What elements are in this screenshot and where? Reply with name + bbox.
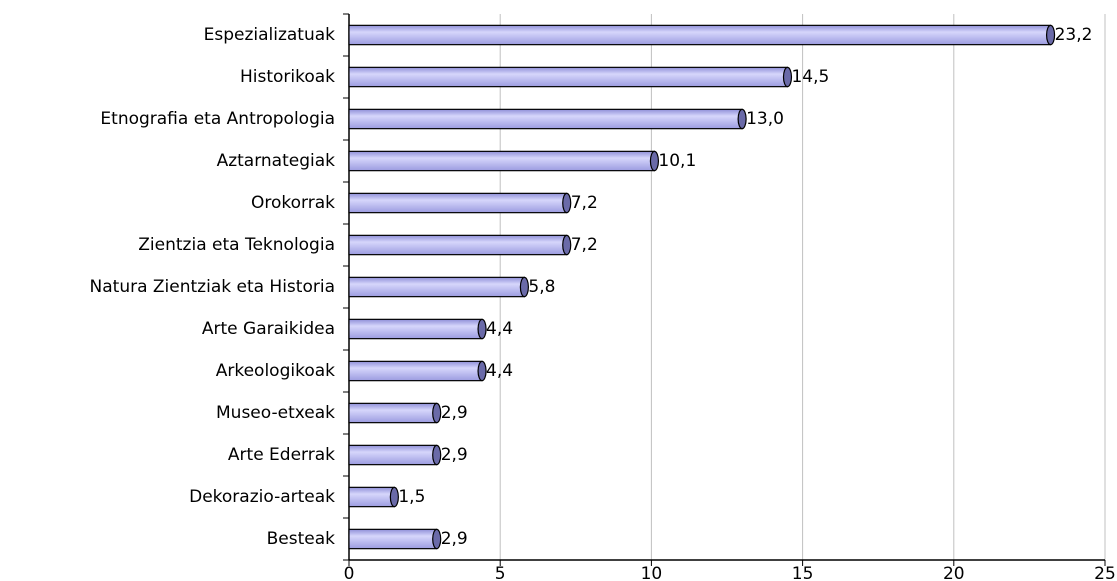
bar — [348, 360, 483, 382]
y-tick-label: Historikoak — [240, 67, 335, 87]
bar — [348, 528, 438, 550]
value-label: 1,5 — [398, 487, 425, 507]
value-label: 14,5 — [791, 67, 829, 87]
y-tick-label: Arte Garaikidea — [202, 319, 335, 339]
bar — [348, 402, 438, 424]
value-label: 13,0 — [746, 109, 784, 129]
bar-cap — [737, 108, 747, 130]
bar-cap — [432, 444, 442, 466]
bar — [348, 192, 568, 214]
value-label: 7,2 — [571, 193, 598, 213]
bar-cap — [782, 66, 793, 88]
value-label: 2,9 — [441, 529, 468, 549]
bar-cap — [1045, 24, 1056, 46]
value-label: 10,1 — [658, 151, 696, 171]
x-tick-label: 0 — [344, 564, 355, 581]
bar-cap — [649, 150, 660, 172]
y-tick-label: Orokorrak — [251, 193, 335, 213]
bar — [348, 276, 525, 298]
y-tick-label: Dekorazio-arteak — [189, 487, 335, 507]
bar-cap — [477, 318, 487, 340]
bar-cap — [562, 192, 572, 214]
value-label: 4,4 — [486, 319, 513, 339]
x-tick-label: 25 — [1094, 564, 1116, 581]
value-label: 7,2 — [571, 235, 598, 255]
bar — [348, 150, 656, 172]
bar-cap — [477, 360, 487, 382]
bar-cap — [562, 234, 572, 256]
x-tick-label: 15 — [792, 564, 814, 581]
bar — [348, 66, 789, 88]
y-tick-label: Besteak — [267, 529, 336, 549]
value-label: 2,9 — [441, 445, 468, 465]
bar — [348, 234, 568, 256]
y-tick-label: Arkeologikoak — [216, 361, 335, 381]
y-tick-label: Museo-etxeak — [216, 403, 335, 423]
value-label: 23,2 — [1055, 25, 1093, 45]
y-tick-label: Natura Zientziak eta Historia — [90, 277, 335, 297]
bar-cap — [389, 486, 399, 508]
y-tick-label: Aztarnategiak — [217, 151, 336, 171]
bar-cap — [432, 528, 442, 550]
bar-cap — [519, 276, 529, 298]
y-tick-label: Espezializatuak — [204, 25, 336, 45]
bar — [348, 444, 438, 466]
value-label: 5,8 — [528, 277, 555, 297]
y-tick-label: Arte Ederrak — [228, 445, 335, 465]
x-tick-label: 5 — [495, 564, 506, 581]
x-tick-label: 20 — [943, 564, 965, 581]
bar — [348, 108, 743, 130]
x-tick-label: 10 — [641, 564, 663, 581]
y-tick-label: Etnografia eta Antropologia — [100, 109, 335, 129]
y-tick-label: Zientzia eta Teknologia — [138, 235, 335, 255]
bar — [348, 486, 395, 508]
value-label: 2,9 — [441, 403, 468, 423]
bar — [348, 318, 483, 340]
bar — [348, 24, 1052, 46]
bar-cap — [432, 402, 442, 424]
value-label: 4,4 — [486, 361, 513, 381]
